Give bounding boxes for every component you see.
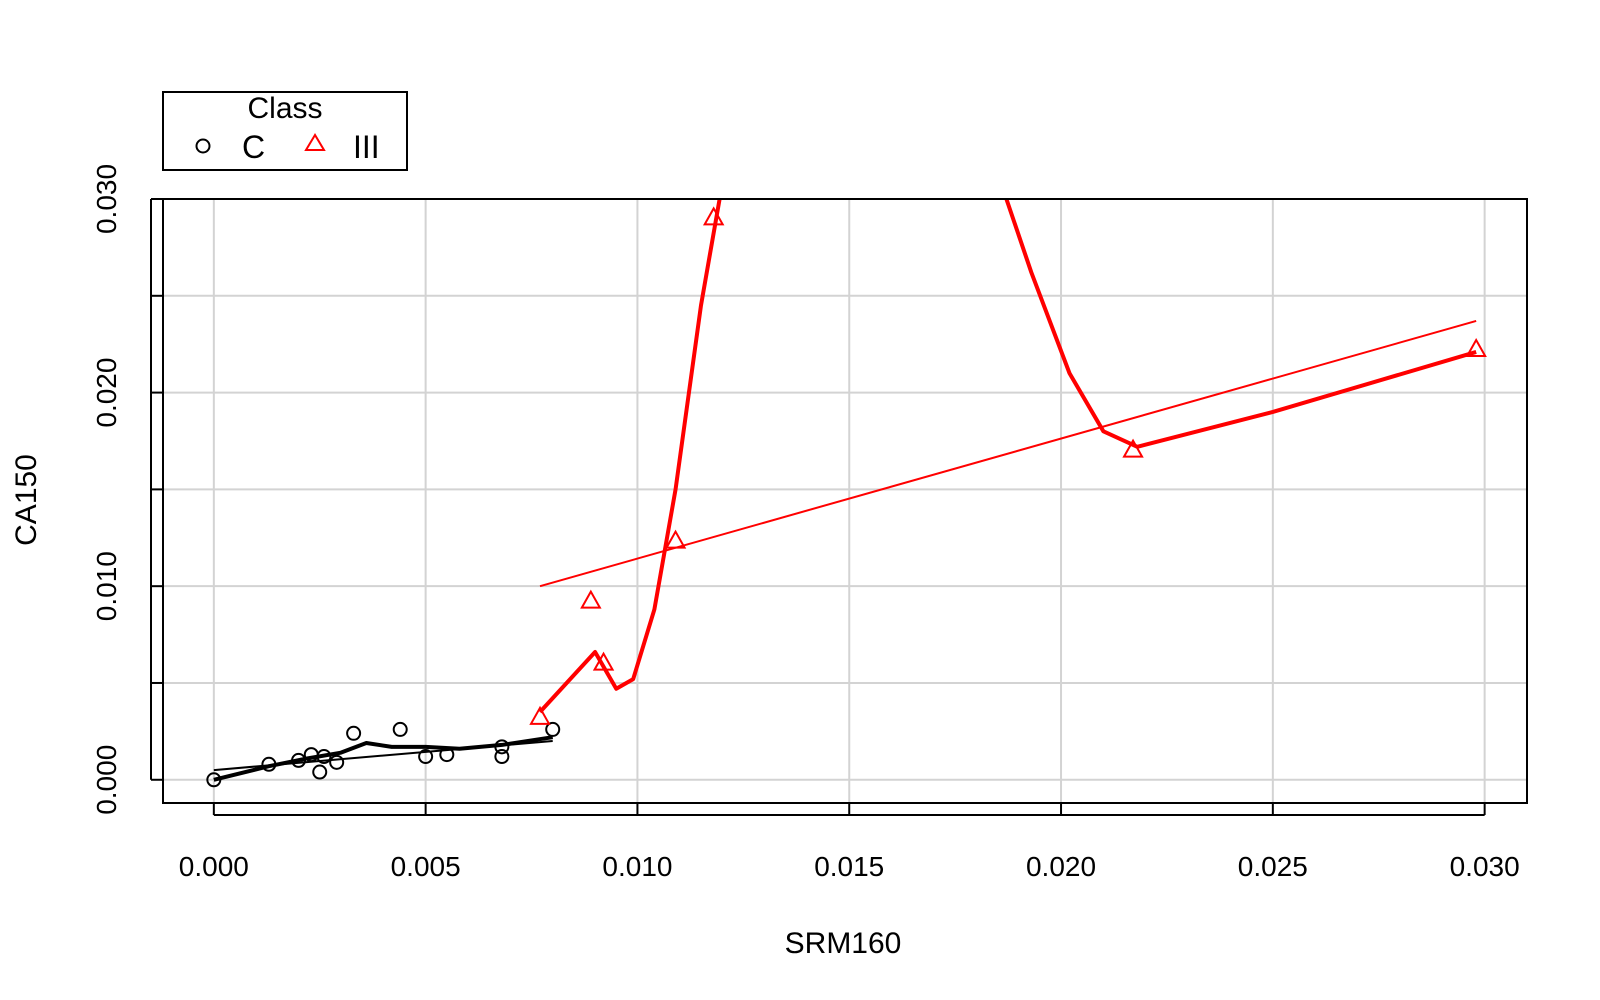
legend-title: Class: [247, 92, 322, 125]
point-iii: [580, 589, 602, 609]
point-c: [261, 756, 277, 772]
legend-label-c: C: [242, 129, 265, 165]
x-tick-label: 0.030: [1450, 851, 1520, 882]
y-tick-label: 0.010: [91, 551, 122, 621]
point-c: [312, 764, 328, 780]
point-c: [346, 725, 362, 741]
point-c: [316, 749, 332, 765]
data-points: [206, 206, 1487, 788]
point-c: [291, 752, 307, 768]
point-iii: [529, 705, 551, 725]
point-c: [392, 721, 408, 737]
x-tick-label: 0.005: [391, 851, 461, 882]
x-tick-label: 0.010: [602, 851, 672, 882]
legend-marker-c: [195, 138, 211, 154]
point-iii: [702, 206, 725, 226]
y-axis-title: CA150: [10, 454, 43, 546]
point-iii: [592, 651, 615, 671]
x-tick-label: 0.015: [814, 851, 884, 882]
smooth-fit-iii: [538, 199, 1477, 714]
legend-box: [162, 91, 408, 171]
legend-marker-iii: [304, 133, 326, 151]
point-iii: [664, 529, 687, 549]
point-c: [439, 747, 455, 763]
legend-label-iii: III: [353, 129, 380, 165]
x-tick-label: 0.020: [1026, 851, 1096, 882]
plot-frame: [162, 198, 1528, 804]
legend: Class C III: [162, 91, 408, 171]
y-tick-label: 0.030: [91, 164, 122, 234]
x-tick-label: 0.025: [1238, 851, 1308, 882]
x-axis-title: SRM160: [785, 927, 902, 960]
point-iii: [1465, 337, 1487, 357]
point-iii: [1122, 438, 1144, 458]
point-c: [494, 739, 510, 755]
y-tick-label: 0.020: [91, 358, 122, 428]
point-c: [494, 749, 510, 765]
point-c: [329, 754, 345, 770]
smooth-fit-c: [213, 735, 554, 782]
y-axis: 0.000 0.010 0.020 0.030: [91, 164, 163, 815]
point-c: [418, 749, 434, 765]
point-c: [206, 772, 222, 788]
y-tick-label: 0.000: [91, 745, 122, 815]
x-tick-label: 0.000: [179, 851, 249, 882]
point-c: [545, 721, 561, 737]
linear-fit-iii: [539, 319, 1477, 588]
x-axis: 0.000 0.005 0.010 0.015 0.020 0.025 0.030: [179, 803, 1520, 882]
